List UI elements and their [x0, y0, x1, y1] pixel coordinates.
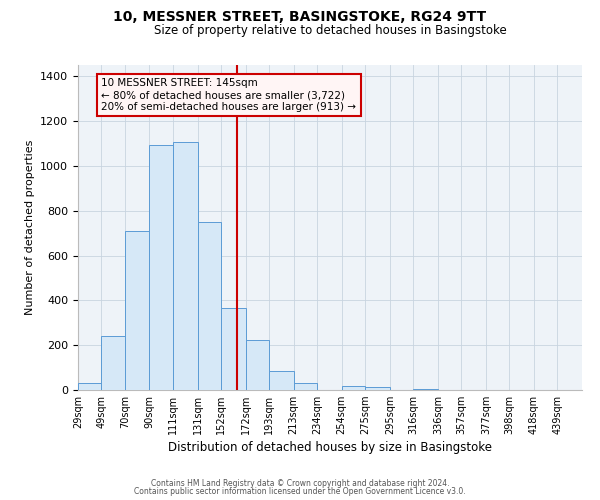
Bar — [293, 384, 317, 390]
Bar — [342, 386, 365, 390]
Title: Size of property relative to detached houses in Basingstoke: Size of property relative to detached ho… — [154, 24, 506, 38]
Bar — [221, 308, 245, 390]
Bar — [413, 389, 438, 390]
X-axis label: Distribution of detached houses by size in Basingstoke: Distribution of detached houses by size … — [168, 442, 492, 454]
Text: 10, MESSNER STREET, BASINGSTOKE, RG24 9TT: 10, MESSNER STREET, BASINGSTOKE, RG24 9T… — [113, 10, 487, 24]
Bar — [149, 144, 173, 390]
Bar — [173, 142, 197, 390]
Bar — [269, 371, 293, 390]
Bar — [125, 231, 149, 390]
Text: Contains HM Land Registry data © Crown copyright and database right 2024.: Contains HM Land Registry data © Crown c… — [151, 478, 449, 488]
Text: 10 MESSNER STREET: 145sqm
← 80% of detached houses are smaller (3,722)
20% of se: 10 MESSNER STREET: 145sqm ← 80% of detac… — [101, 78, 356, 112]
Bar — [245, 340, 269, 390]
Bar — [78, 384, 101, 390]
Bar — [101, 336, 125, 390]
Y-axis label: Number of detached properties: Number of detached properties — [25, 140, 35, 315]
Text: Contains public sector information licensed under the Open Government Licence v3: Contains public sector information licen… — [134, 487, 466, 496]
Bar — [197, 222, 221, 390]
Bar — [365, 386, 390, 390]
